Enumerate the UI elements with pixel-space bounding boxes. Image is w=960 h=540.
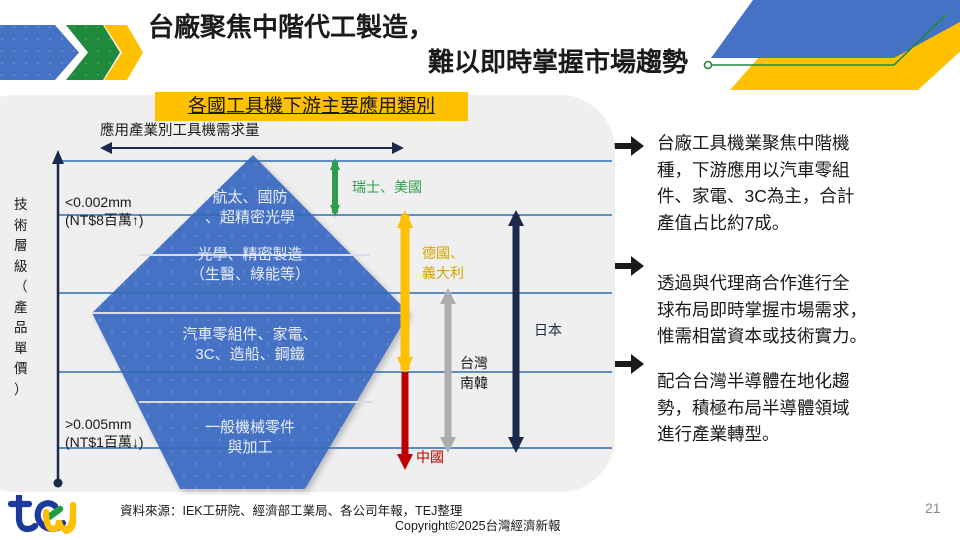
svg-text:日本: 日本 [534,322,562,338]
svg-text:台灣: 台灣 [460,355,488,371]
svg-text:南韓: 南韓 [460,375,488,391]
